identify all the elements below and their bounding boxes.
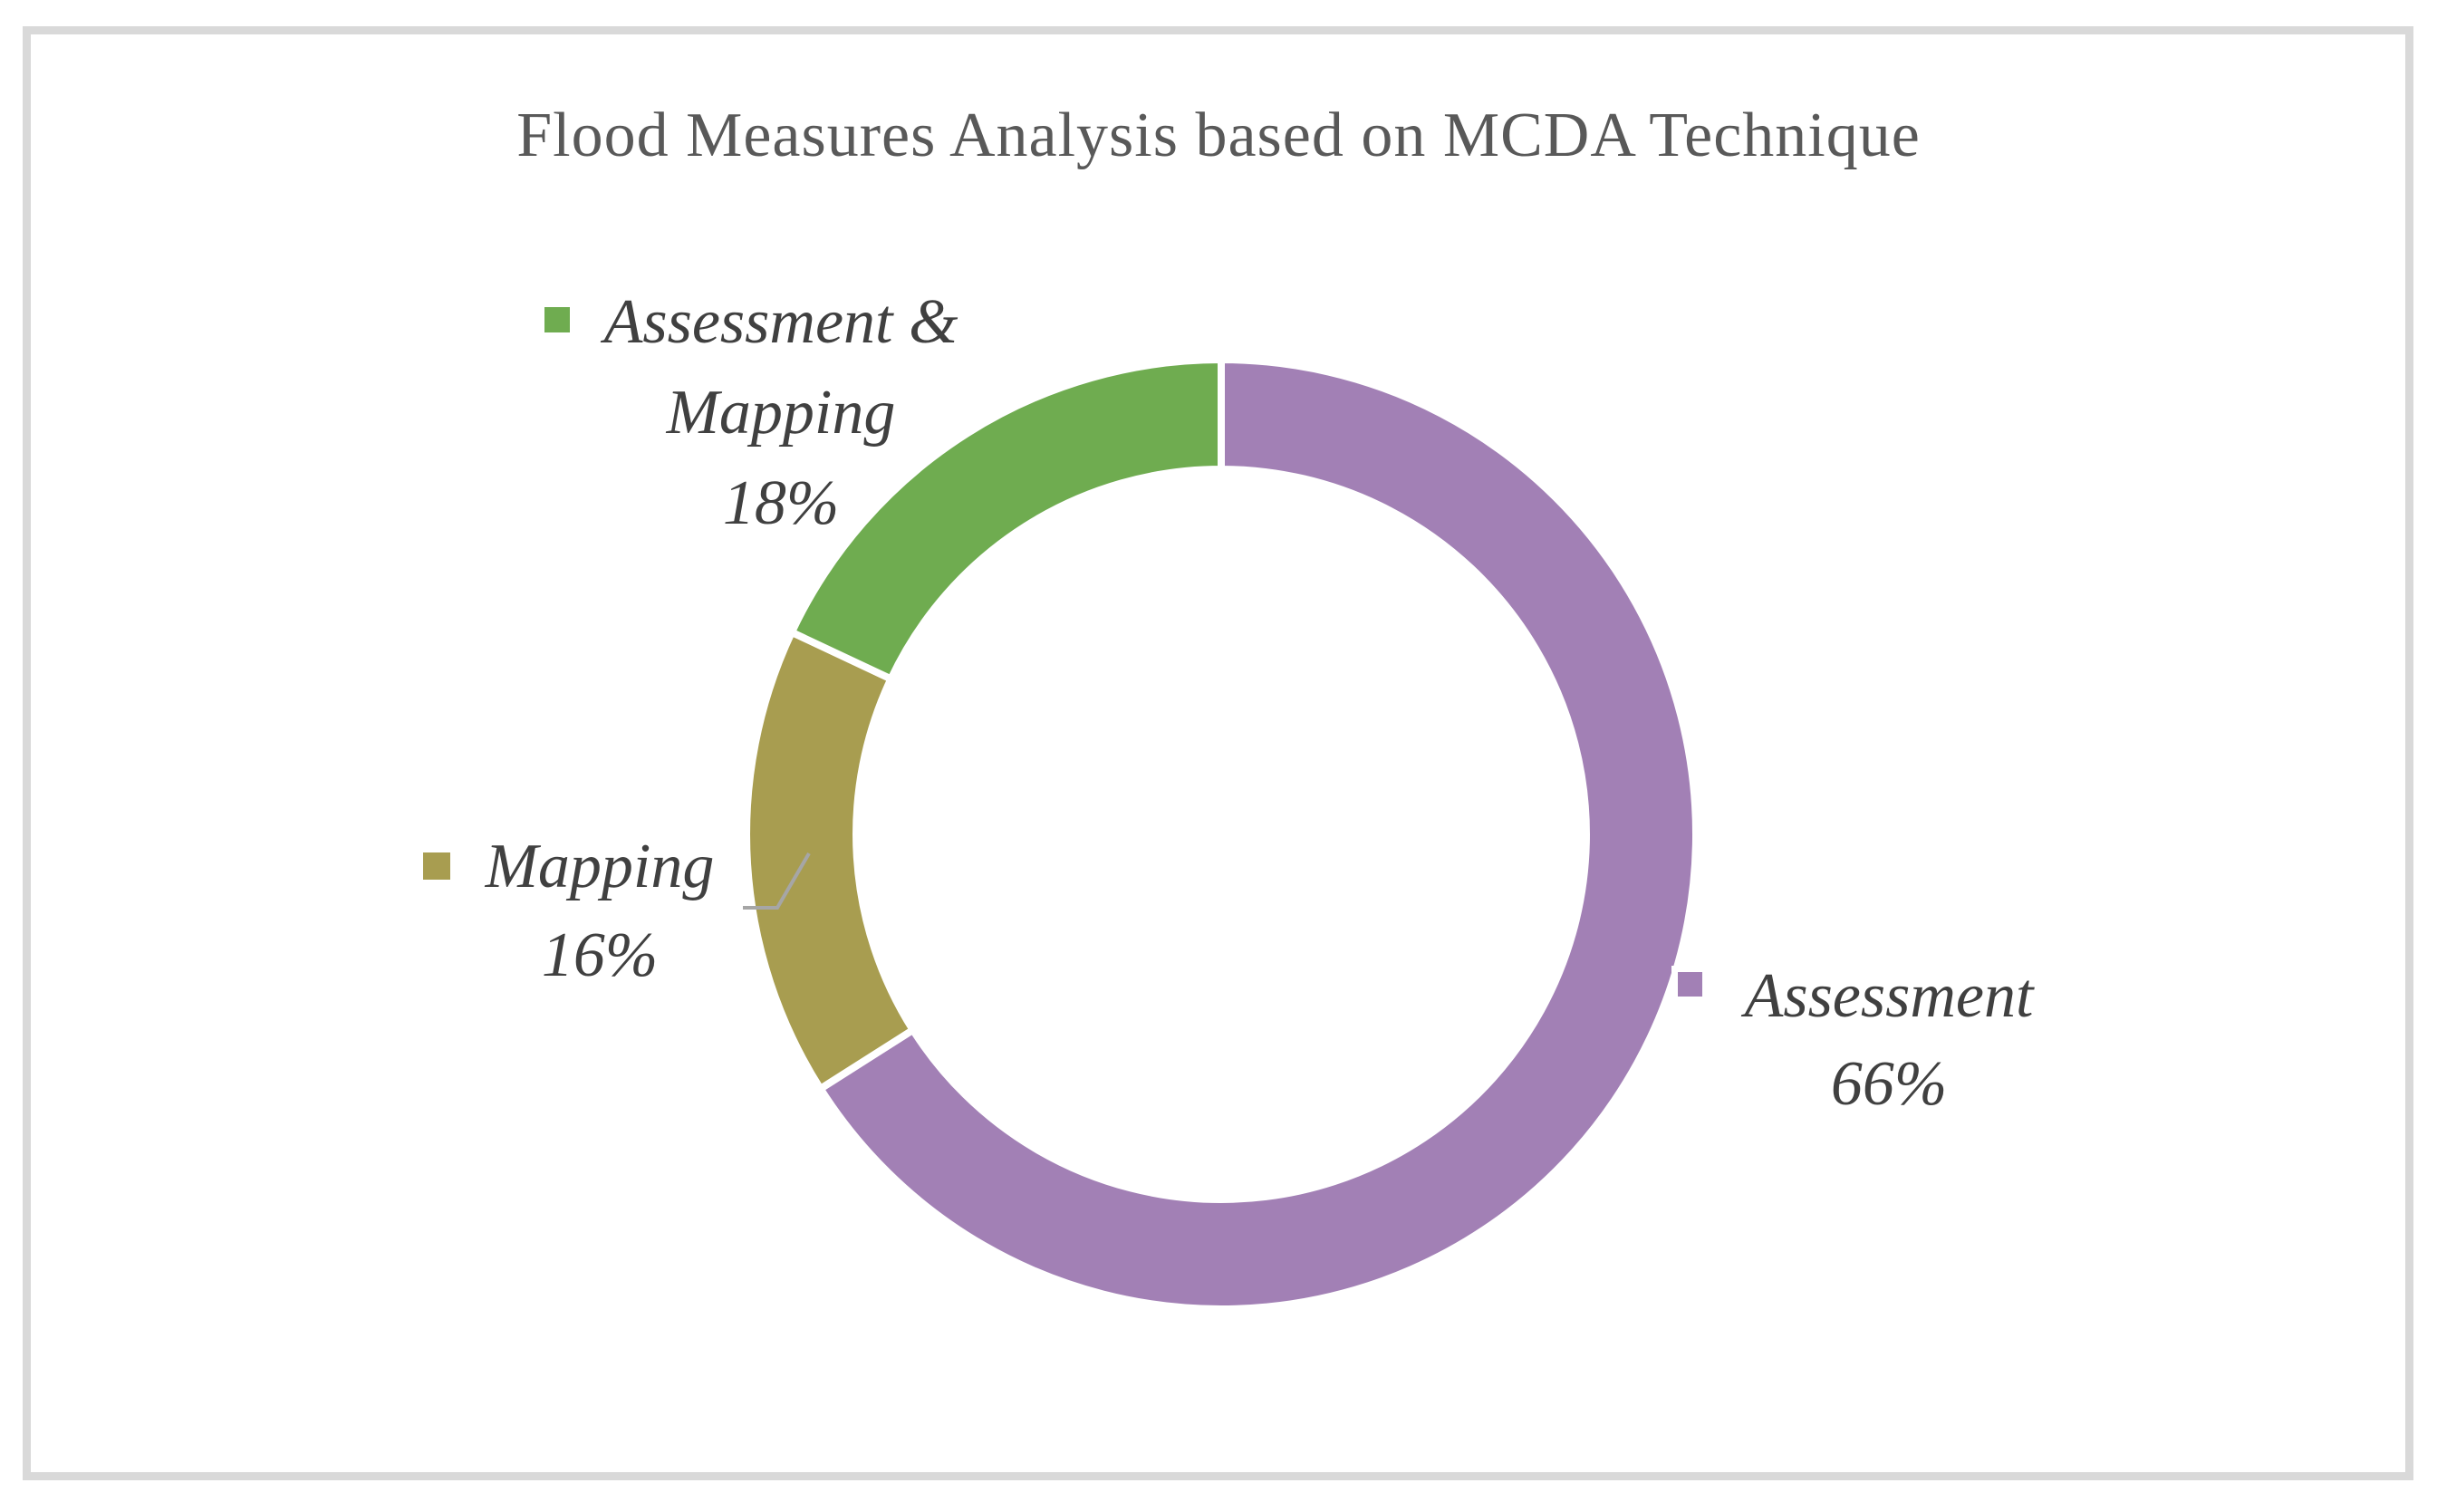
label-line: Mapping (485, 832, 715, 901)
assessment-and-mapping-legend-key-icon (544, 307, 570, 332)
chart-title: Flood Measures Analysis based on MCDA Te… (516, 101, 1921, 170)
label-line: 16% (541, 920, 659, 990)
mapping-legend-key-icon (423, 852, 450, 880)
data-label-mapping: Mapping 16% (453, 823, 747, 1000)
donut-segment-assessment (815, 355, 1700, 1313)
mapping-label-leader-line (743, 852, 811, 910)
data-label-assessment-and-mapping: Assessment & Mapping 18% (577, 277, 985, 549)
label-line: 18% (722, 468, 840, 538)
assessment-legend-key-icon (1678, 972, 1702, 997)
label-line: Assessment & (603, 287, 958, 357)
donut-segment-assessment-mapping (786, 355, 1225, 684)
label-line: 66% (1830, 1049, 1948, 1119)
donut-segment-mapping (743, 627, 919, 1094)
data-label-assessment: Assessment 66% (1739, 952, 2038, 1128)
label-line: Mapping (666, 378, 896, 448)
label-line: Assessment (1744, 961, 2034, 1031)
